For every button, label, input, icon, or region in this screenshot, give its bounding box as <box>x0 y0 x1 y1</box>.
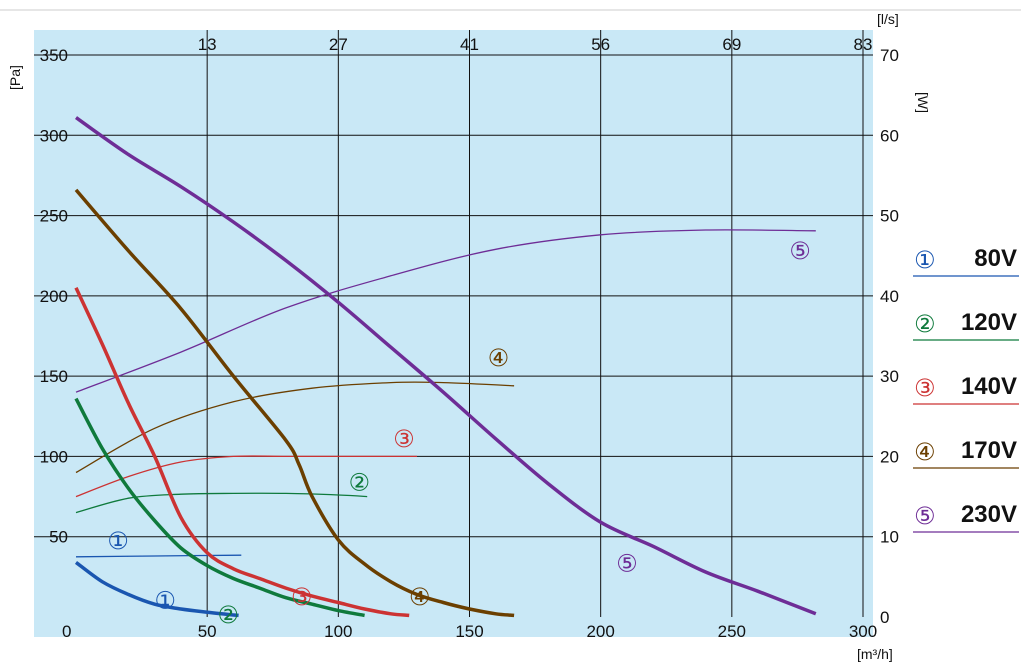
legend-marker-230V: ⑤ <box>914 502 936 530</box>
pressure-curve-80V <box>74 560 239 618</box>
curve-marker-230V: ⑤ <box>616 549 638 577</box>
legend-label-230V: 230V <box>961 501 1017 528</box>
pressure-curve-140V <box>74 287 410 618</box>
x-tick-label: 150 <box>455 622 483 641</box>
curves <box>74 116 817 618</box>
x2-tick-label: 83 <box>854 35 873 54</box>
legend-marker-140V: ③ <box>914 374 936 402</box>
y-right-tick-label: 50 <box>880 207 899 226</box>
y-right-tick-label: 70 <box>880 46 899 65</box>
curve-marker-120V: ② <box>349 468 371 496</box>
pressure-curve-170V <box>74 188 515 618</box>
x2-axis-unit: [l/s] <box>877 11 899 27</box>
y-right-tick-label: 10 <box>880 528 899 547</box>
y-right-axis-unit: [W] <box>915 92 931 113</box>
x-tick-label: 250 <box>718 622 746 641</box>
power-curve-120V <box>75 492 368 514</box>
y-right-tick-label: 60 <box>880 126 899 145</box>
y-right-tick-label: 40 <box>880 287 899 306</box>
x-tick-label: 50 <box>198 622 217 641</box>
legend-label-120V: 120V <box>961 309 1017 336</box>
power-curve-230V <box>75 229 816 393</box>
curve-marker-230V: ⑤ <box>789 237 811 265</box>
curve-marker-120V: ② <box>217 601 239 629</box>
curve-marker-170V: ④ <box>488 344 510 372</box>
pressure-curve-230V <box>74 116 817 616</box>
y-left-tick-label: 250 <box>40 207 68 226</box>
curve-marker-140V: ③ <box>393 425 415 453</box>
grid-lines <box>34 30 873 617</box>
curve-marker-170V: ④ <box>409 583 431 611</box>
legend-label-80V: 80V <box>974 245 1017 272</box>
power-curve-170V <box>75 381 515 474</box>
y-left-axis-unit: [Pa] <box>7 65 23 90</box>
x2-tick-label: 41 <box>460 35 479 54</box>
pressure-curve-120V <box>74 397 365 618</box>
legend-marker-170V: ④ <box>914 438 936 466</box>
curve-marker-80V: ① <box>154 586 176 614</box>
curve-marker-140V: ③ <box>291 583 313 611</box>
y-right-tick-label: 30 <box>880 367 899 386</box>
legend-label-140V: 140V <box>961 373 1017 400</box>
x-tick-label: 0 <box>62 622 71 641</box>
y-left-tick-label: 350 <box>40 46 68 65</box>
x-axis-unit: [m³/h] <box>857 646 893 662</box>
y-left-tick-label: 100 <box>40 447 68 466</box>
power-curve-140V <box>75 455 417 498</box>
x-tick-label: 100 <box>324 622 352 641</box>
x2-tick-label: 27 <box>329 35 348 54</box>
y-right-tick-label: 0 <box>880 608 889 627</box>
y-left-tick-label: 200 <box>40 287 68 306</box>
legend-marker-120V: ② <box>914 310 936 338</box>
legend-label-170V: 170V <box>961 437 1017 464</box>
y-right-tick-label: 20 <box>880 447 899 466</box>
plot-area <box>34 30 873 637</box>
power-curve-80V <box>75 554 242 558</box>
x2-tick-label: 13 <box>198 35 217 54</box>
y-left-tick-label: 50 <box>49 528 68 547</box>
x-tick-label: 300 <box>849 622 877 641</box>
legend-marker-80V: ① <box>914 246 936 274</box>
legend: ① 80V ② 120V ③ 140V ④ 170V ⑤ 230V <box>913 245 1019 533</box>
curve-marker-80V: ① <box>107 527 129 555</box>
x-tick-label: 200 <box>586 622 614 641</box>
y-left-tick-label: 300 <box>40 126 68 145</box>
x2-tick-label: 56 <box>591 35 610 54</box>
y-left-tick-label: 150 <box>40 367 68 386</box>
x2-tick-label: 69 <box>722 35 741 54</box>
